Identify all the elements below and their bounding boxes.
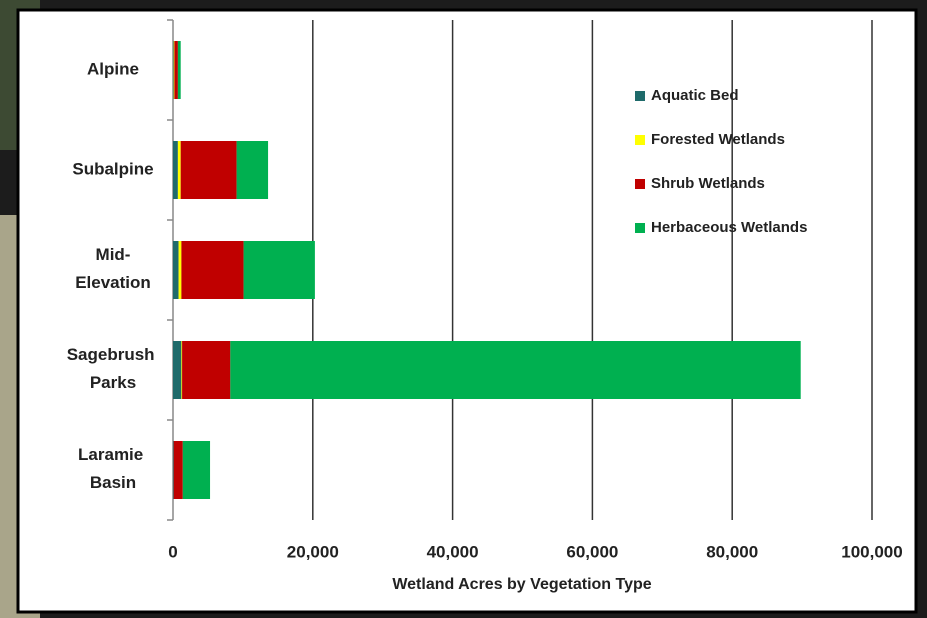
- bar-segment: [177, 141, 181, 199]
- bar-segment: [173, 41, 174, 99]
- bar-segment: [173, 441, 174, 499]
- x-tick-label: 60,000: [566, 542, 618, 561]
- chart-panel: [16, 8, 918, 614]
- x-tick-label: 100,000: [841, 542, 902, 561]
- y-tick-label: Laramie Basin: [78, 445, 148, 492]
- x-tick-label: 40,000: [427, 542, 479, 561]
- legend-label: Forested Wetlands: [651, 131, 785, 148]
- bar-segment: [236, 141, 269, 199]
- legend-label: Aquatic Bed: [651, 87, 739, 104]
- x-tick-label: 20,000: [287, 542, 339, 561]
- bar-segment: [181, 341, 183, 399]
- bar-segment: [173, 241, 179, 299]
- bar-segment: [177, 41, 181, 99]
- y-tick-label: Subalpine: [72, 159, 153, 178]
- bar-segment: [173, 41, 175, 99]
- bar-segment: [173, 341, 182, 399]
- x-axis-title: Wetland Acres by Vegetation Type: [392, 576, 651, 593]
- bar-segment: [178, 241, 182, 299]
- bar-segment: [173, 141, 178, 199]
- bar-segment: [182, 341, 231, 399]
- bar-segment: [243, 241, 315, 299]
- bar-segment: [174, 41, 178, 99]
- legend-swatch: [635, 223, 645, 233]
- x-tick-label: 0: [168, 542, 177, 561]
- legend-label: Herbaceous Wetlands: [651, 219, 807, 236]
- y-tick-label: Mid-Elevation: [75, 245, 151, 292]
- legend-label: Shrub Wetlands: [651, 175, 765, 192]
- x-tick-label: 80,000: [706, 542, 758, 561]
- y-tick-label: Alpine: [87, 59, 139, 78]
- legend-swatch: [635, 179, 645, 189]
- legend-swatch: [635, 91, 645, 101]
- bar-segment: [230, 341, 801, 399]
- legend-swatch: [635, 135, 645, 145]
- y-tick-label: Sagebrush Parks: [67, 345, 160, 392]
- bar-segment: [181, 241, 244, 299]
- bar-segment: [173, 441, 183, 499]
- bar-segment: [180, 141, 237, 199]
- bar-segment: [182, 441, 211, 499]
